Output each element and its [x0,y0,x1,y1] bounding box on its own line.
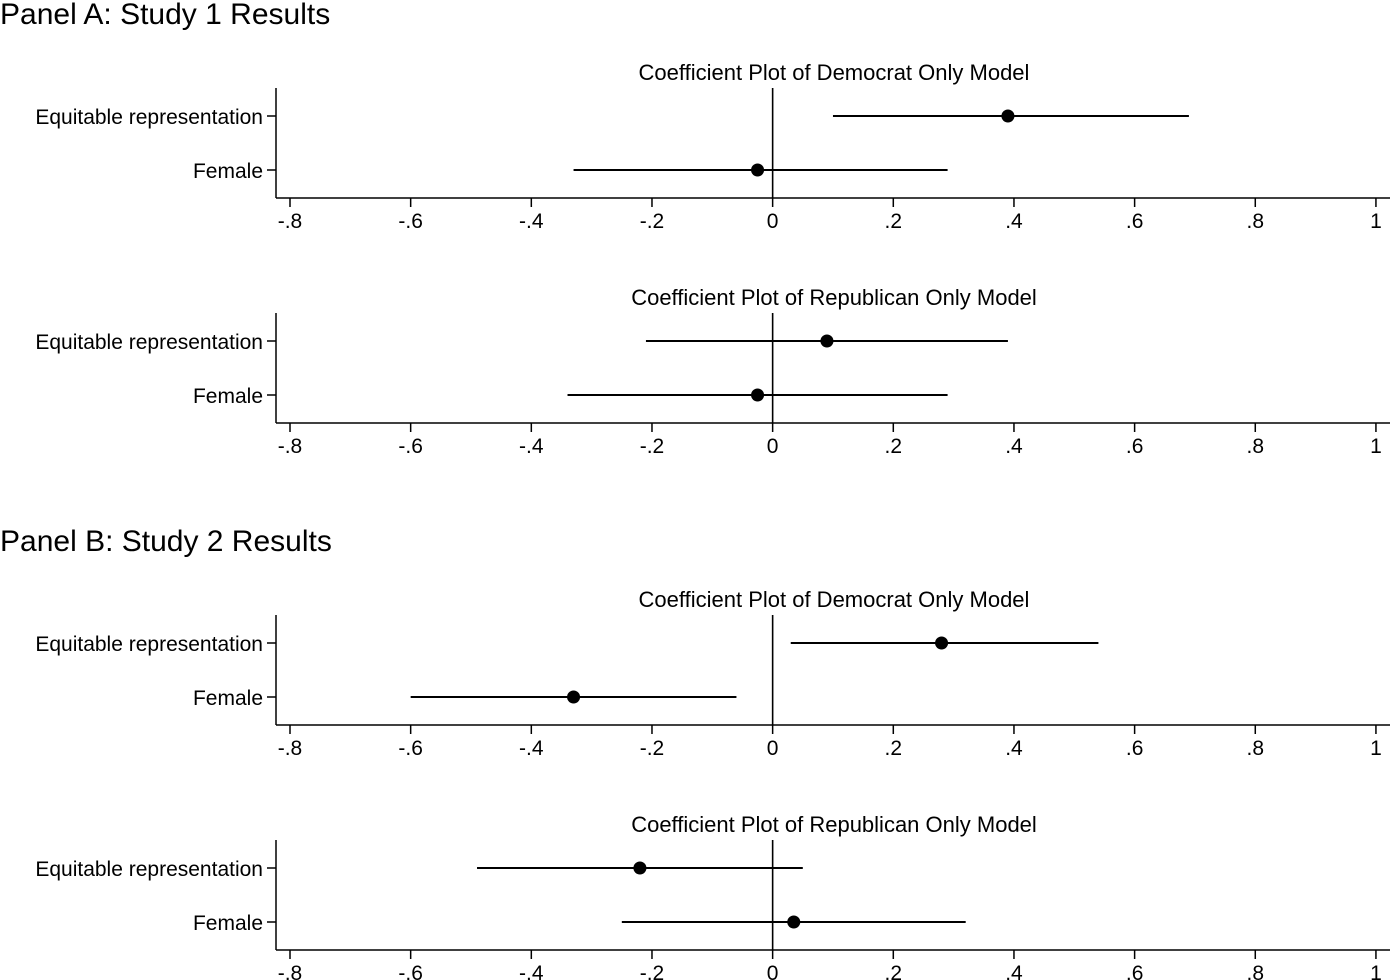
x-tick-label: 0 [767,962,779,980]
x-tick-label: -.6 [398,737,423,760]
x-tick-label: -.2 [640,210,665,233]
x-tick-label: .8 [1247,962,1265,980]
x-tick-label: 1 [1370,962,1382,980]
coefficient-point [751,388,765,402]
coefficient-point [1001,109,1015,123]
coefficient-point [633,861,647,875]
x-tick-label: .4 [1005,737,1023,760]
x-tick-label: .4 [1005,210,1023,233]
x-tick-label: .2 [885,435,903,458]
coef-plot-2: Coefficient Plot of Republican Only Mode… [35,285,1390,458]
panel-b-title: Panel B: Study 2 Results [0,525,332,558]
x-tick-label: .6 [1126,737,1144,760]
category-label: Female [193,912,263,935]
x-tick-label: .8 [1247,737,1265,760]
x-tick-label: .2 [885,962,903,980]
x-tick-label: .4 [1005,435,1023,458]
x-tick-label: .6 [1126,210,1144,233]
x-tick-label: .2 [885,737,903,760]
x-tick-label: .2 [885,210,903,233]
category-label: Equitable representation [35,858,263,881]
x-tick-label: -.4 [519,962,544,980]
coefficient-point [751,163,765,177]
category-label: Female [193,160,263,183]
x-tick-label: .6 [1126,962,1144,980]
category-label: Equitable representation [35,106,263,129]
category-label: Equitable representation [35,633,263,656]
plot-title: Coefficient Plot of Republican Only Mode… [631,812,1037,837]
x-tick-label: -.8 [278,962,303,980]
category-label: Equitable representation [35,331,263,354]
x-tick-label: .8 [1247,435,1265,458]
plot-title: Coefficient Plot of Republican Only Mode… [631,285,1037,310]
coef-plot-1: Coefficient Plot of Democrat Only Model -… [35,60,1390,233]
x-tick-label: -.2 [640,737,665,760]
x-tick-label: -.8 [278,737,303,760]
x-tick-label: .4 [1005,962,1023,980]
coefficient-point [820,334,834,348]
coef-plot-3: Coefficient Plot of Democrat Only Model -… [35,587,1390,760]
x-tick-label: 0 [767,435,779,458]
x-tick-label: -.6 [398,210,423,233]
x-tick-label: 0 [767,737,779,760]
x-tick-label: 1 [1370,737,1382,760]
x-tick-label: -.2 [640,435,665,458]
coefficient-point [567,690,581,704]
x-tick-label: 0 [767,210,779,233]
category-label: Female [193,687,263,710]
category-label: Female [193,385,263,408]
x-tick-label: -.6 [398,435,423,458]
panel-a-title: Panel A: Study 1 Results [0,0,330,31]
x-tick-label: .6 [1126,435,1144,458]
x-tick-label: 1 [1370,210,1382,233]
x-tick-label: -.8 [278,210,303,233]
x-tick-label: -.4 [519,210,544,233]
plots-group: Coefficient Plot of Democrat Only Model -… [35,60,1390,980]
plot-title: Coefficient Plot of Democrat Only Model [639,60,1030,85]
coefficient-point [787,915,801,929]
x-tick-label: -.8 [278,435,303,458]
coefficient-point [935,636,949,650]
x-tick-label: -.4 [519,435,544,458]
x-tick-label: -.2 [640,962,665,980]
coef-plot-4: Coefficient Plot of Republican Only Mode… [35,812,1390,980]
x-tick-label: -.6 [398,962,423,980]
plot-title: Coefficient Plot of Democrat Only Model [639,587,1030,612]
x-tick-label: -.4 [519,737,544,760]
x-tick-label: 1 [1370,435,1382,458]
x-tick-label: .8 [1247,210,1265,233]
